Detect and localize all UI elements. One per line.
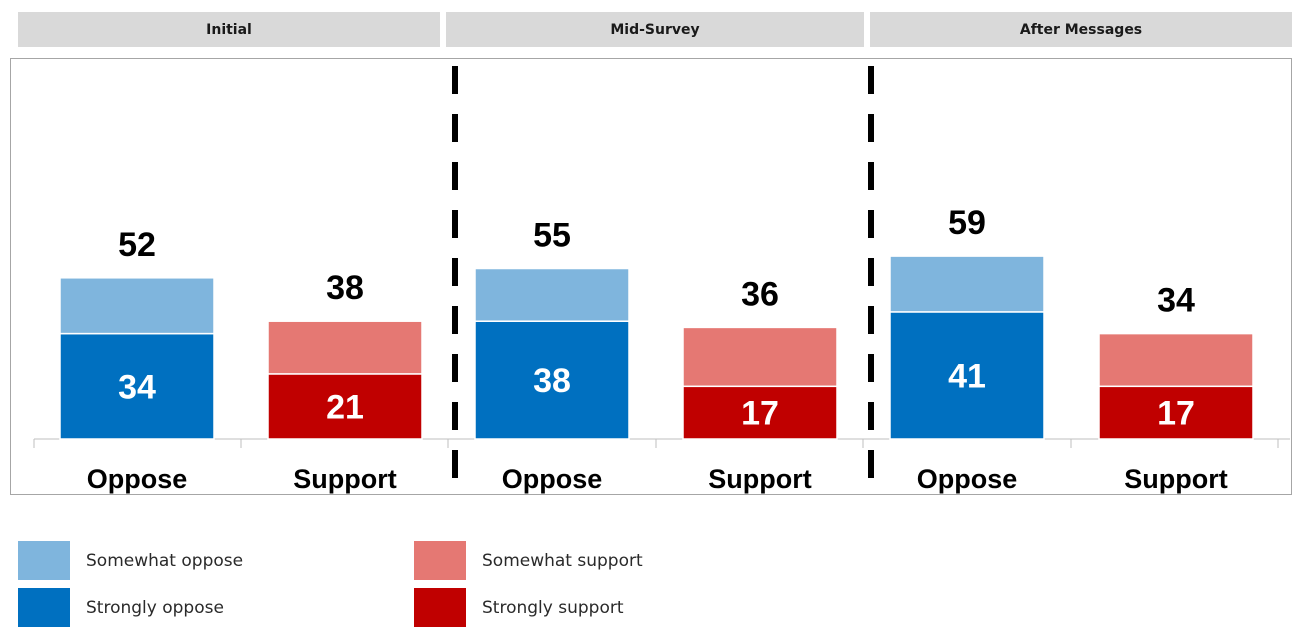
panel-header-after-messages: After Messages <box>870 12 1292 47</box>
x-tick-label: Oppose <box>87 464 188 494</box>
bar-total-label: 34 <box>1157 282 1195 320</box>
x-tick-label: Support <box>1124 464 1227 494</box>
x-tick-label: Oppose <box>917 464 1018 494</box>
panel-title: Initial <box>206 21 252 38</box>
bar-total-label: 55 <box>533 217 571 255</box>
legend-label: Somewhat oppose <box>86 550 244 571</box>
bar-total-label: 59 <box>948 204 986 242</box>
bar-inner-label: 21 <box>326 388 364 426</box>
legend-item-somewhat-oppose: Somewhat oppose <box>18 541 243 580</box>
legend-swatch <box>414 588 466 627</box>
bar-segment-strongly-support <box>682 385 838 440</box>
bar-inner-label: 41 <box>948 357 986 395</box>
x-tick-label: Support <box>708 464 811 494</box>
legend-item-somewhat-support: Somewhat support <box>414 541 643 580</box>
legend-item-strongly-support: Strongly support <box>414 588 624 627</box>
bar-inner-label: 34 <box>118 368 156 406</box>
bar-total-label: 52 <box>118 226 156 264</box>
legend-label: Somewhat support <box>482 550 643 571</box>
bar-segment-somewhat-support <box>267 320 423 375</box>
bar-segment-somewhat-support <box>682 326 838 388</box>
bar-segment-strongly-support <box>1098 385 1254 440</box>
legend-swatch <box>18 588 70 627</box>
x-tick-label: Support <box>293 464 396 494</box>
x-tick-label: Oppose <box>502 464 603 494</box>
bar-inner-label: 17 <box>1157 395 1195 433</box>
bar-segment-strongly-oppose <box>889 311 1045 440</box>
bar-segment-somewhat-support <box>1098 332 1254 388</box>
plot-frame <box>10 58 1292 495</box>
legend-item-strongly-oppose: Strongly oppose <box>18 588 224 627</box>
bar-total-label: 36 <box>741 275 779 313</box>
bar-inner-label: 17 <box>741 395 779 433</box>
legend-swatch <box>18 541 70 580</box>
legend-label: Strongly support <box>482 597 624 618</box>
bar-inner-label: 38 <box>533 362 571 400</box>
panel-header-mid-survey: Mid-Survey <box>446 12 864 47</box>
stacked-bar-chart: 34 52 Oppose 21 38 Support 38 55 Oppose 17 36 Suppo… <box>10 58 1292 495</box>
bar-segment-somewhat-oppose <box>59 277 215 335</box>
panel-header-initial: Initial <box>18 12 440 47</box>
legend-label: Strongly oppose <box>86 597 224 618</box>
panel-title: Mid-Survey <box>610 21 700 38</box>
bar-segment-somewhat-oppose <box>889 255 1045 313</box>
legend-swatch <box>414 541 466 580</box>
panel-title: After Messages <box>1019 21 1143 38</box>
bar-total-label: 38 <box>326 269 364 307</box>
bar-segment-somewhat-oppose <box>474 267 630 322</box>
bar-segment-strongly-oppose <box>59 332 215 440</box>
